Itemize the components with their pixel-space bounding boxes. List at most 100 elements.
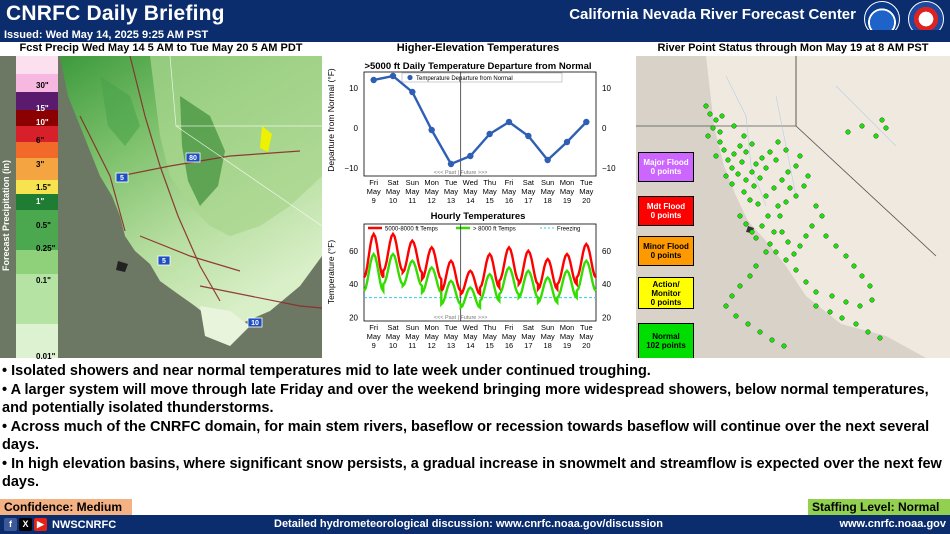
river-point-marker[interactable] bbox=[749, 141, 755, 147]
river-point-marker[interactable] bbox=[707, 111, 713, 117]
river-point-marker[interactable] bbox=[843, 299, 849, 305]
river-point-marker[interactable] bbox=[797, 153, 803, 159]
river-point-marker[interactable] bbox=[737, 283, 743, 289]
river-point-marker[interactable] bbox=[775, 139, 781, 145]
river-point-marker[interactable] bbox=[785, 169, 791, 175]
river-point-marker[interactable] bbox=[783, 199, 789, 205]
river-point-marker[interactable] bbox=[803, 279, 809, 285]
river-point-marker[interactable] bbox=[717, 139, 723, 145]
river-point-marker[interactable] bbox=[769, 337, 775, 343]
river-point-marker[interactable] bbox=[877, 335, 883, 341]
youtube-icon[interactable]: ▶ bbox=[34, 518, 47, 531]
river-point-marker[interactable] bbox=[759, 223, 765, 229]
river-point-marker[interactable] bbox=[823, 233, 829, 239]
river-point-marker[interactable] bbox=[757, 329, 763, 335]
river-point-marker[interactable] bbox=[879, 117, 885, 123]
river-point-marker[interactable] bbox=[710, 125, 716, 131]
river-point-marker[interactable] bbox=[803, 233, 809, 239]
river-point-marker[interactable] bbox=[773, 157, 779, 163]
river-point-marker[interactable] bbox=[741, 133, 747, 139]
river-point-marker[interactable] bbox=[731, 151, 737, 157]
river-point-marker[interactable] bbox=[783, 257, 789, 263]
river-point-marker[interactable] bbox=[867, 283, 873, 289]
river-point-marker[interactable] bbox=[775, 203, 781, 209]
river-point-marker[interactable] bbox=[745, 321, 751, 327]
river-point-marker[interactable] bbox=[783, 147, 789, 153]
river-point-marker[interactable] bbox=[759, 155, 765, 161]
river-point-marker[interactable] bbox=[757, 175, 763, 181]
river-point-marker[interactable] bbox=[763, 193, 769, 199]
river-point-marker[interactable] bbox=[749, 229, 755, 235]
river-point-marker[interactable] bbox=[791, 251, 797, 257]
river-point-marker[interactable] bbox=[857, 303, 863, 309]
river-point-marker[interactable] bbox=[755, 201, 761, 207]
river-point-marker[interactable] bbox=[859, 273, 865, 279]
river-point-marker[interactable] bbox=[753, 161, 759, 167]
facebook-icon[interactable]: f bbox=[4, 518, 17, 531]
river-point-marker[interactable] bbox=[767, 241, 773, 247]
website-link[interactable]: www.cnrfc.noaa.gov bbox=[839, 518, 946, 530]
river-point-marker[interactable] bbox=[859, 123, 865, 129]
river-point-marker[interactable] bbox=[713, 117, 719, 123]
discussion-link[interactable]: Detailed hydrometeorological discussion:… bbox=[274, 518, 663, 530]
river-point-marker[interactable] bbox=[829, 293, 835, 299]
river-point-marker[interactable] bbox=[813, 203, 819, 209]
river-point-marker[interactable] bbox=[777, 213, 783, 219]
river-point-marker[interactable] bbox=[845, 129, 851, 135]
river-point-marker[interactable] bbox=[813, 289, 819, 295]
river-point-marker[interactable] bbox=[771, 229, 777, 235]
river-point-marker[interactable] bbox=[737, 143, 743, 149]
river-point-marker[interactable] bbox=[767, 149, 773, 155]
river-point-marker[interactable] bbox=[843, 253, 849, 259]
river-point-marker[interactable] bbox=[723, 303, 729, 309]
river-point-marker[interactable] bbox=[771, 185, 777, 191]
river-point-marker[interactable] bbox=[827, 309, 833, 315]
river-point-marker[interactable] bbox=[793, 193, 799, 199]
river-point-marker[interactable] bbox=[787, 185, 793, 191]
river-point-marker[interactable] bbox=[763, 249, 769, 255]
river-point-marker[interactable] bbox=[869, 297, 875, 303]
river-point-marker[interactable] bbox=[729, 293, 735, 299]
river-point-marker[interactable] bbox=[717, 129, 723, 135]
river-point-marker[interactable] bbox=[713, 153, 719, 159]
river-point-marker[interactable] bbox=[723, 173, 729, 179]
river-point-marker[interactable] bbox=[743, 149, 749, 155]
river-point-marker[interactable] bbox=[743, 177, 749, 183]
river-point-marker[interactable] bbox=[779, 177, 785, 183]
river-point-marker[interactable] bbox=[741, 189, 747, 195]
river-point-marker[interactable] bbox=[873, 133, 879, 139]
river-point-marker[interactable] bbox=[747, 273, 753, 279]
river-point-marker[interactable] bbox=[733, 313, 739, 319]
river-point-marker[interactable] bbox=[883, 125, 889, 131]
river-point-marker[interactable] bbox=[705, 133, 711, 139]
river-point-marker[interactable] bbox=[813, 303, 819, 309]
river-point-marker[interactable] bbox=[793, 267, 799, 273]
river-point-marker[interactable] bbox=[737, 213, 743, 219]
river-point-marker[interactable] bbox=[819, 213, 825, 219]
river-point-marker[interactable] bbox=[801, 183, 807, 189]
river-point-marker[interactable] bbox=[747, 197, 753, 203]
x-icon[interactable]: X bbox=[19, 518, 32, 531]
social-handle[interactable]: NWSCNRFC bbox=[52, 518, 117, 531]
river-point-marker[interactable] bbox=[797, 243, 803, 249]
river-point-marker[interactable] bbox=[743, 221, 749, 227]
river-point-marker[interactable] bbox=[765, 213, 771, 219]
river-point-marker[interactable] bbox=[851, 263, 857, 269]
river-point-marker[interactable] bbox=[833, 243, 839, 249]
river-point-marker[interactable] bbox=[773, 249, 779, 255]
river-point-marker[interactable] bbox=[719, 113, 725, 119]
river-point-marker[interactable] bbox=[729, 165, 735, 171]
river-point-marker[interactable] bbox=[703, 103, 709, 109]
river-point-marker[interactable] bbox=[753, 263, 759, 269]
river-point-marker[interactable] bbox=[753, 235, 759, 241]
river-point-marker[interactable] bbox=[739, 159, 745, 165]
river-point-marker[interactable] bbox=[721, 147, 727, 153]
river-point-marker[interactable] bbox=[751, 183, 757, 189]
river-point-marker[interactable] bbox=[725, 157, 731, 163]
river-point-marker[interactable] bbox=[735, 171, 741, 177]
river-point-marker[interactable] bbox=[729, 181, 735, 187]
river-point-marker[interactable] bbox=[781, 343, 787, 349]
river-point-marker[interactable] bbox=[839, 315, 845, 321]
river-point-marker[interactable] bbox=[779, 229, 785, 235]
river-point-marker[interactable] bbox=[749, 169, 755, 175]
